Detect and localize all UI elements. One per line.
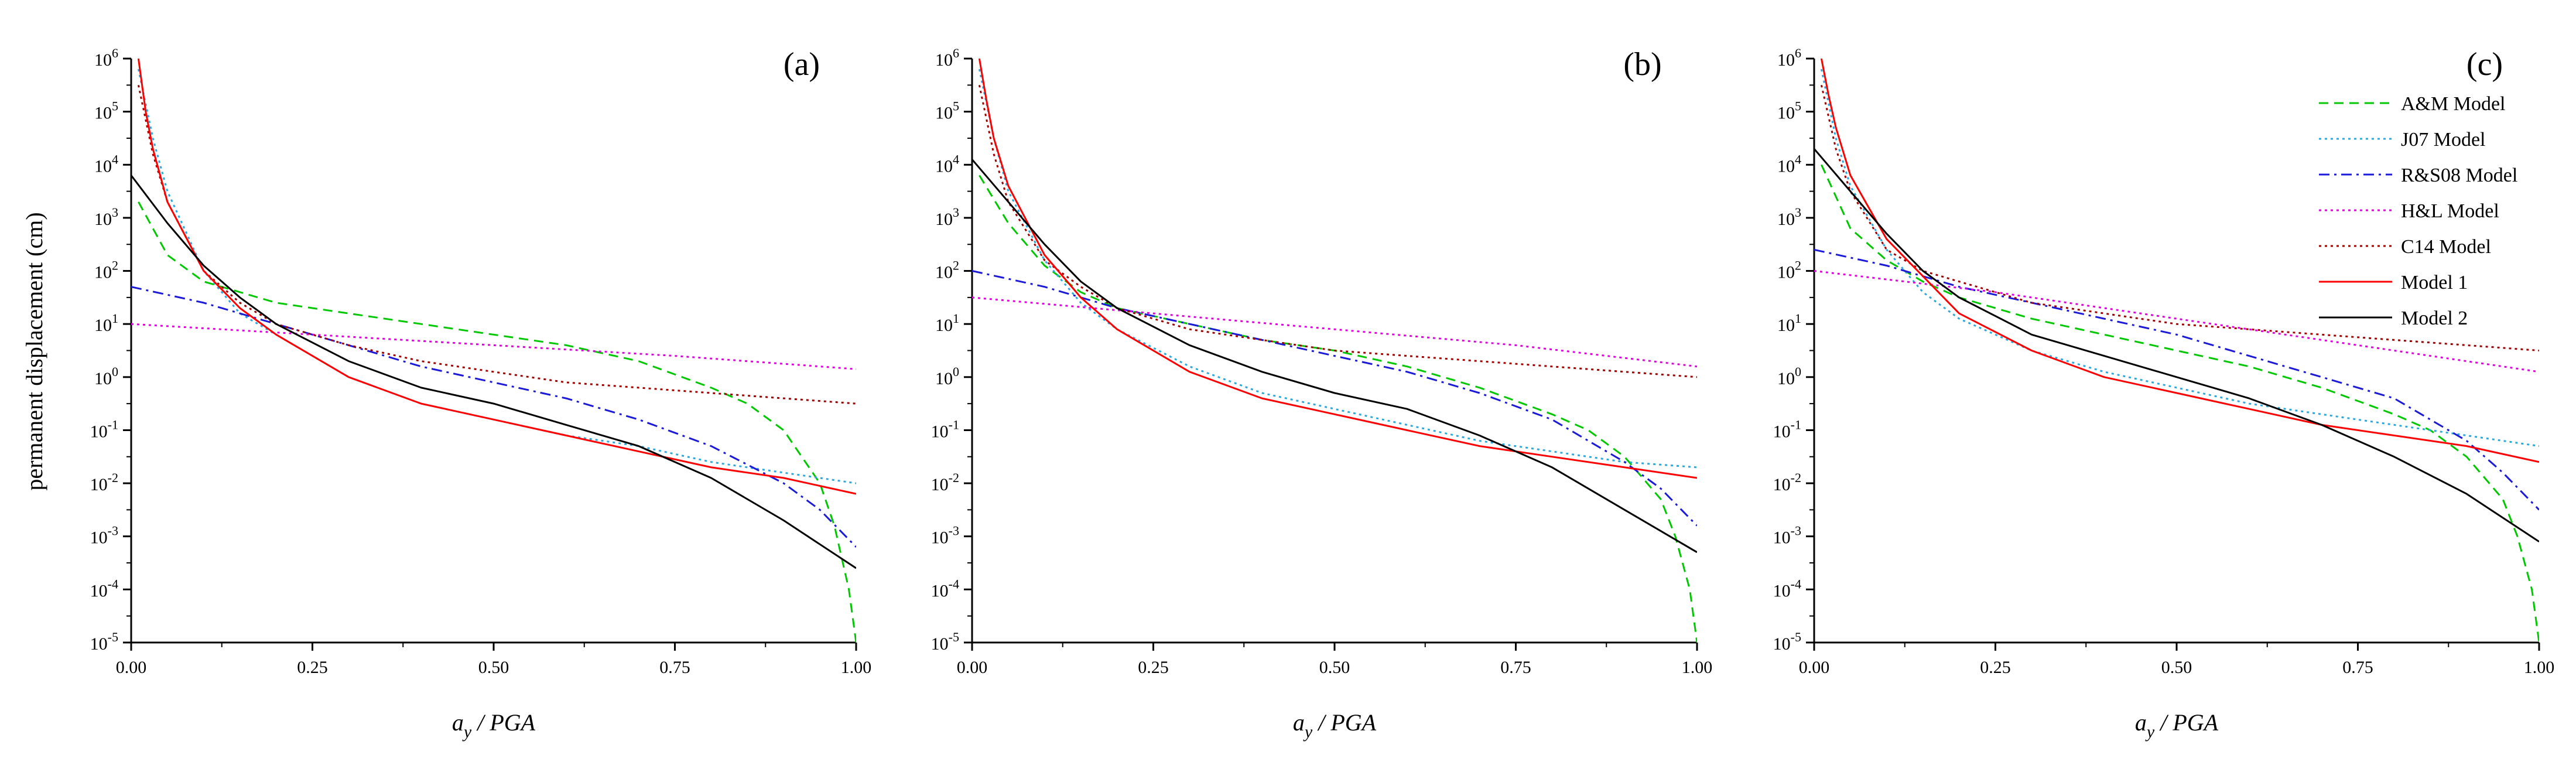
x-tick-label: 0.50 bbox=[478, 658, 509, 677]
y-tick-label: 10-1 bbox=[931, 417, 959, 441]
x-axis-title: ay / PGA bbox=[1293, 709, 1377, 742]
y-tick-label: 104 bbox=[1777, 152, 1801, 176]
x-tick-label: 0.50 bbox=[2161, 658, 2192, 677]
y-axis-title: permanent displacement (cm) bbox=[21, 212, 47, 490]
x-tick-label: 0.75 bbox=[1500, 658, 1531, 677]
y-tick-label: 101 bbox=[1777, 311, 1801, 335]
y-tick-label: 10-2 bbox=[1773, 470, 1801, 494]
series-line-r-s08-model bbox=[1814, 248, 2539, 511]
y-tick-label: 101 bbox=[935, 311, 959, 335]
legend-label: J07 Model bbox=[2401, 129, 2486, 151]
series-line-c14-model bbox=[137, 84, 856, 405]
series-group bbox=[972, 59, 1697, 643]
x-tick-label: 0.00 bbox=[116, 658, 147, 677]
x-tick-label: 0.00 bbox=[1799, 658, 1830, 677]
panel-label: (b) bbox=[1623, 46, 1661, 83]
y-tick-label: 10-4 bbox=[90, 576, 118, 600]
series-line-h-l-model bbox=[972, 296, 1697, 368]
x-tick-label: 1.00 bbox=[2524, 658, 2555, 677]
y-tick-label: 106 bbox=[935, 46, 959, 70]
series-line-j07-model bbox=[978, 69, 1697, 469]
y-tick-label: 10-3 bbox=[1773, 524, 1801, 548]
series-line-r-s08-model bbox=[972, 270, 1697, 527]
y-tick-label: 104 bbox=[935, 152, 959, 176]
series-group bbox=[131, 59, 856, 643]
y-tick-label: 102 bbox=[935, 258, 959, 282]
y-tick-label: 10-4 bbox=[931, 576, 959, 600]
y-tick-label: 100 bbox=[94, 364, 118, 388]
y-tick-label: 100 bbox=[1777, 364, 1801, 388]
y-tick-label: 103 bbox=[1777, 205, 1801, 229]
series-line-h-l-model bbox=[1814, 270, 2539, 373]
y-tick-label: 105 bbox=[935, 99, 959, 123]
y-tick-label: 10-2 bbox=[90, 470, 118, 494]
x-tick-label: 0.25 bbox=[297, 658, 328, 677]
y-tick-label: 106 bbox=[1777, 46, 1801, 70]
legend-label: A&M Model bbox=[2401, 93, 2506, 115]
x-tick-label: 1.00 bbox=[841, 658, 872, 677]
y-tick-label: 10-1 bbox=[1773, 417, 1801, 441]
panel-label: (c) bbox=[2466, 46, 2503, 83]
x-tick-label: 0.75 bbox=[659, 658, 690, 677]
x-tick-label: 0.25 bbox=[1138, 658, 1169, 677]
x-tick-label: 1.00 bbox=[1682, 658, 1713, 677]
series-line-r-s08-model bbox=[131, 286, 856, 548]
x-tick-label: 0.00 bbox=[957, 658, 988, 677]
x-tick-label: 0.25 bbox=[1980, 658, 2011, 677]
legend-label: R&S08 Model bbox=[2401, 165, 2517, 186]
y-tick-label: 10-5 bbox=[90, 630, 118, 654]
y-tick-label: 104 bbox=[94, 152, 118, 176]
x-tick-label: 0.50 bbox=[1319, 658, 1350, 677]
series-line-j07-model bbox=[1820, 69, 2539, 447]
panel-label: (a) bbox=[784, 46, 820, 83]
panel-a: 106 105 104 103 102 101 100 10-1 10-2 10-3 10-4 10-… bbox=[90, 46, 872, 742]
series-line-a-m-model bbox=[138, 201, 856, 643]
y-tick-label: 10-2 bbox=[931, 470, 959, 494]
x-axis-title: ay / PGA bbox=[2135, 709, 2219, 742]
legend-label: Model 1 bbox=[2401, 272, 2468, 293]
y-tick-label: 105 bbox=[94, 99, 118, 123]
y-tick-label: 101 bbox=[94, 311, 118, 335]
series-line-c14-model bbox=[978, 84, 1697, 378]
y-tick-label: 10-5 bbox=[931, 630, 959, 654]
series-line-model-1 bbox=[1820, 59, 2539, 463]
panel-b: 106 105 104 103 102 101 100 10-1 10-2 10-3 10-4 10-… bbox=[931, 46, 1713, 742]
y-tick-label: 10-1 bbox=[90, 417, 118, 441]
legend-label: C14 Model bbox=[2401, 236, 2491, 258]
y-tick-label: 100 bbox=[935, 364, 959, 388]
y-tick-label: 10-3 bbox=[90, 524, 118, 548]
series-line-model-2 bbox=[1814, 148, 2539, 543]
y-tick-label: 10-4 bbox=[1773, 576, 1801, 600]
y-tick-label: 103 bbox=[94, 205, 118, 229]
y-tick-label: 10-3 bbox=[931, 524, 959, 548]
y-tick-label: 102 bbox=[1777, 258, 1801, 282]
legend-label: H&L Model bbox=[2401, 200, 2499, 222]
series-line-model-1 bbox=[978, 59, 1697, 479]
y-tick-label: 106 bbox=[94, 46, 118, 70]
series-line-model-1 bbox=[137, 59, 856, 495]
series-line-model-2 bbox=[131, 175, 856, 569]
x-axis-title: ay / PGA bbox=[452, 709, 536, 742]
legend-label: Model 2 bbox=[2401, 307, 2468, 329]
legend: A&M Model J07 Model R&S08 Model H&L Model C1… bbox=[2319, 93, 2517, 329]
series-line-model-2 bbox=[972, 159, 1697, 553]
series-line-a-m-model bbox=[1821, 164, 2539, 643]
panel-c: 106 105 104 103 102 101 100 10-1 10-2 10-3 10-4 10-… bbox=[1773, 46, 2555, 742]
series-line-c14-model bbox=[1820, 84, 2539, 351]
y-tick-label: 103 bbox=[935, 205, 959, 229]
y-tick-label: 105 bbox=[1777, 99, 1801, 123]
y-tick-label: 102 bbox=[94, 258, 118, 282]
series-group bbox=[1814, 59, 2539, 643]
x-tick-label: 0.75 bbox=[2342, 658, 2373, 677]
y-tick-label: 10-5 bbox=[1773, 630, 1801, 654]
series-line-h-l-model bbox=[131, 323, 856, 370]
